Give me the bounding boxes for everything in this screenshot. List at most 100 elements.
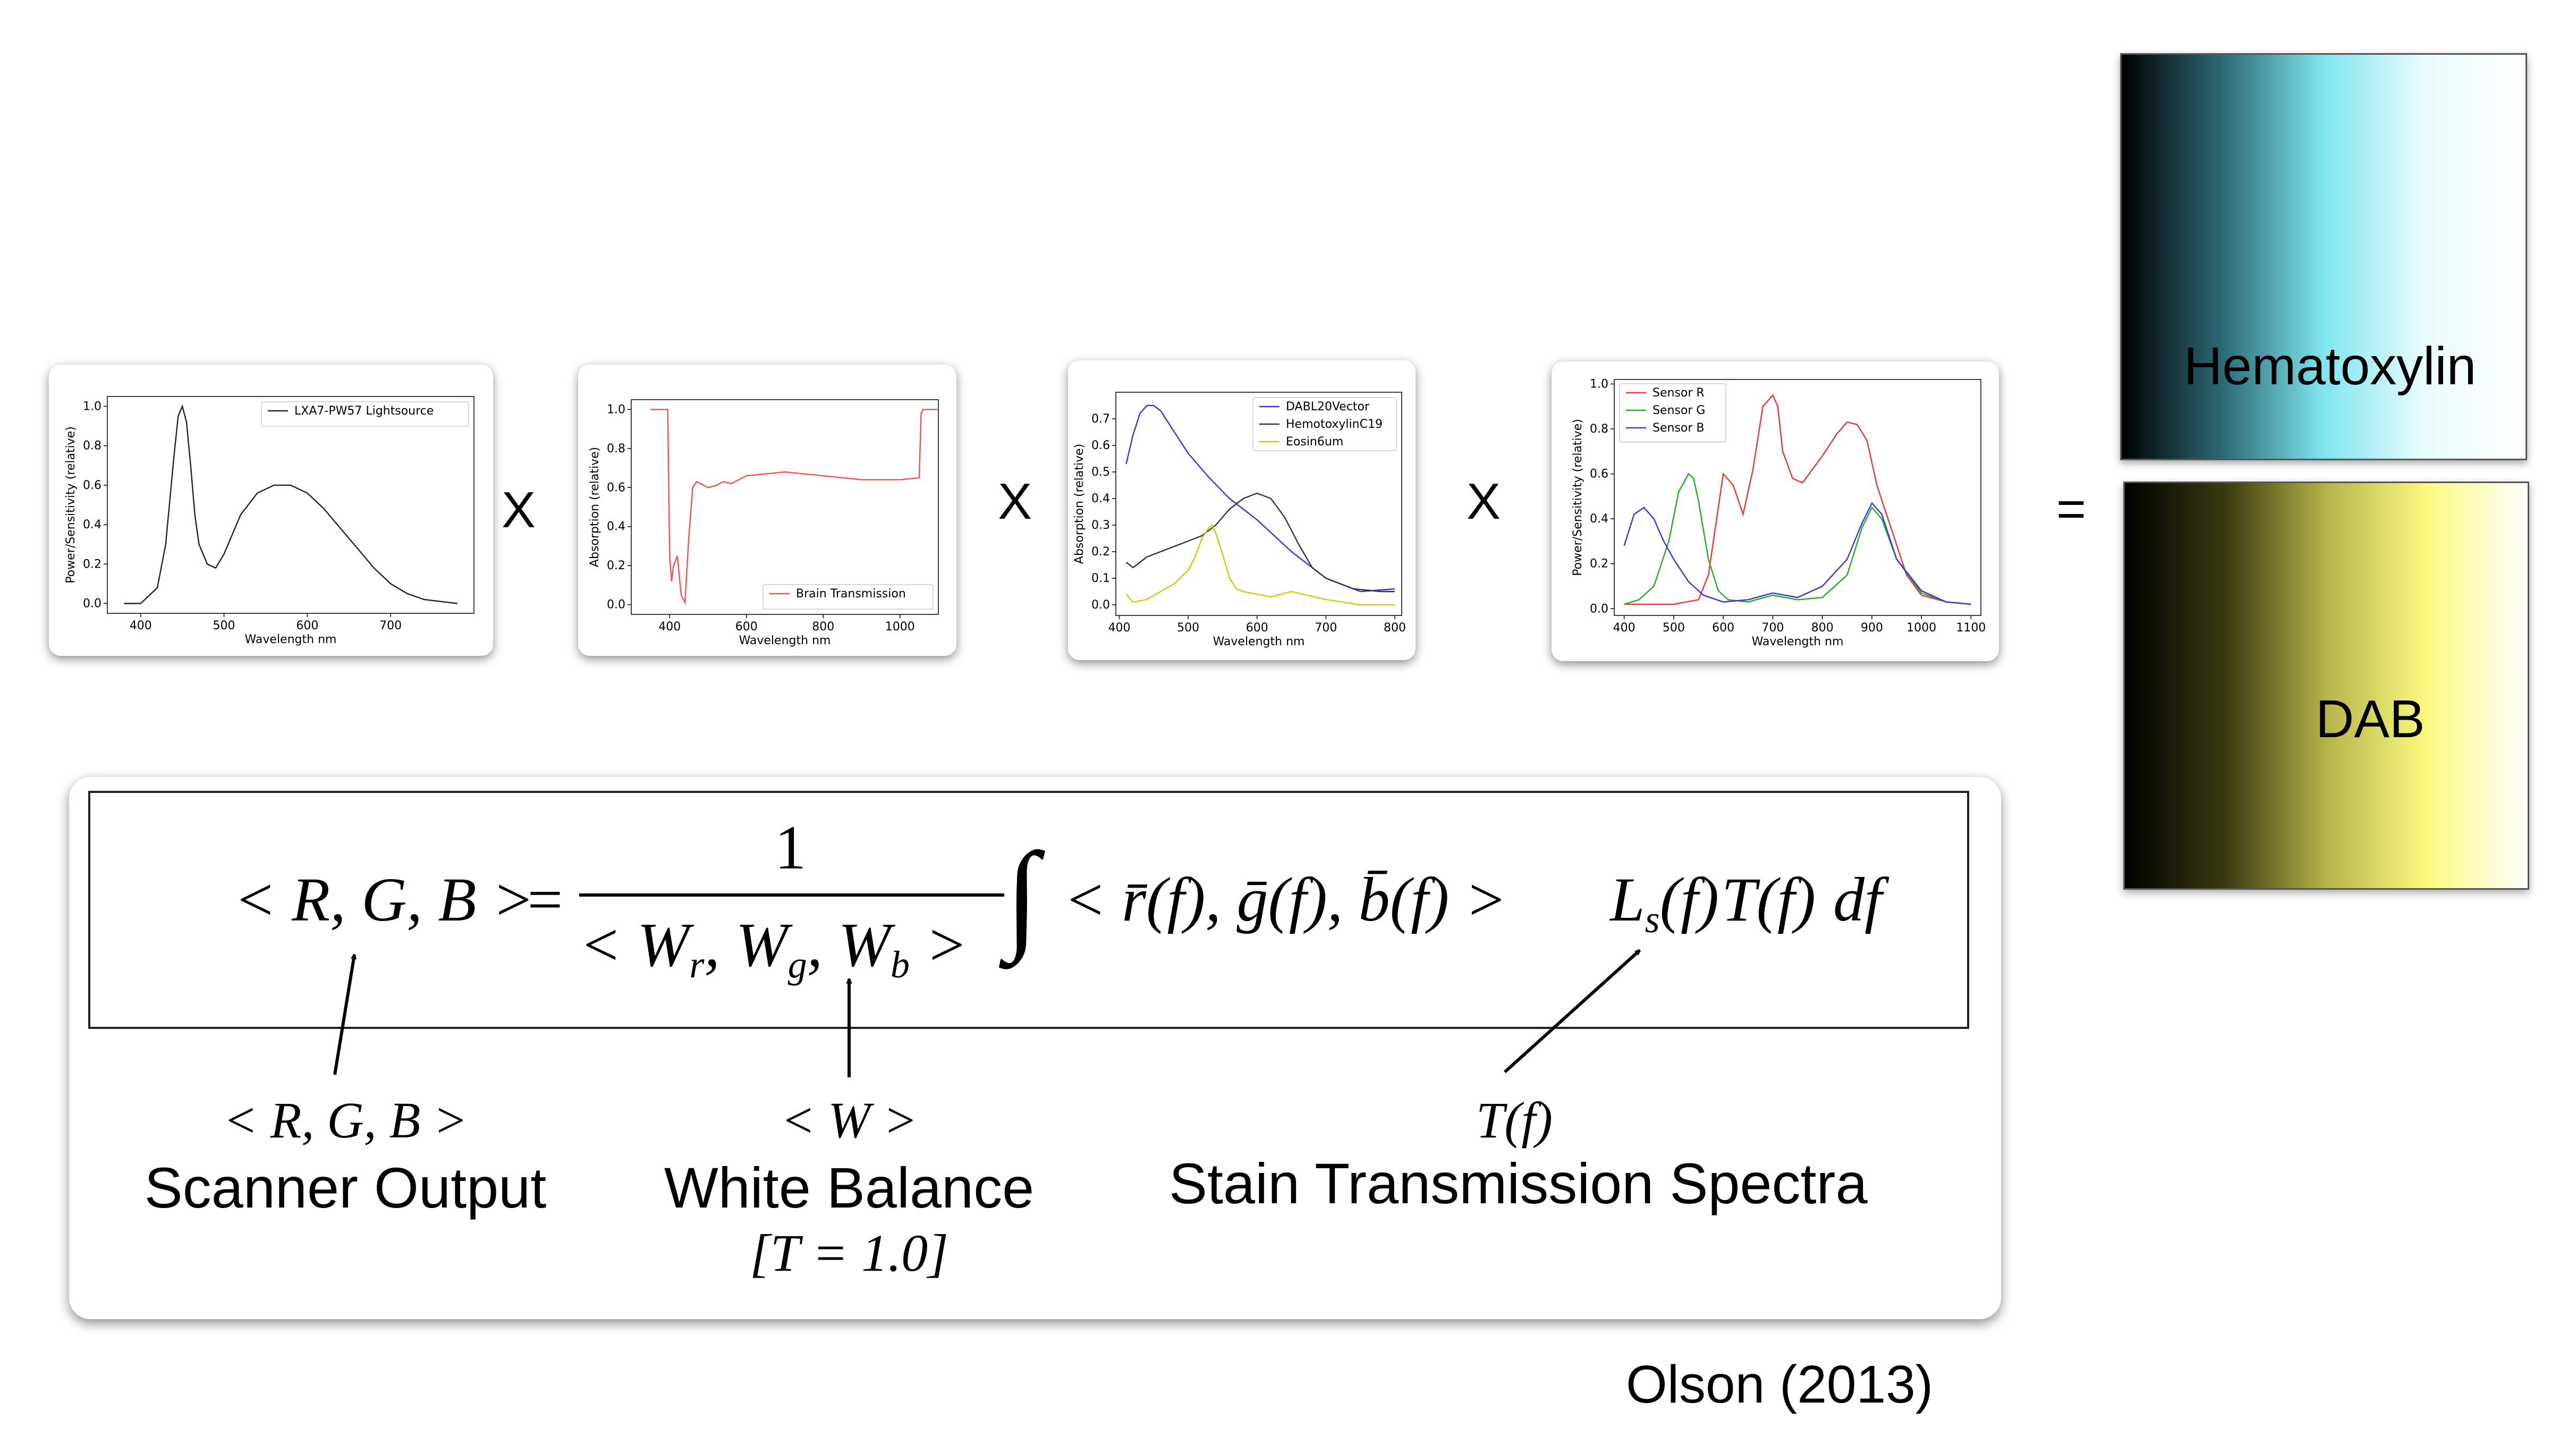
plot-frame: [107, 396, 474, 614]
y-tick-label: 0.8: [607, 442, 625, 455]
y-tick-label: 0.7: [1091, 412, 1110, 426]
y-tick-label: 0.6: [607, 481, 625, 494]
x-tick-label: 400: [1108, 621, 1130, 635]
y-tick-label: 0.4: [1091, 492, 1110, 505]
y-tick-label: 0.6: [83, 479, 101, 492]
multiply-symbol: X: [1467, 473, 1501, 530]
legend-label: LXA7-PW57 Lightsource: [294, 404, 434, 418]
lightsource-spectrum-chart: 400 500 600 700 0.0 0.2 0.4 0.6 0.8 1.0 Wavelength…: [64, 396, 474, 646]
formula-denominator: < Wr, Wg, Wb >: [579, 910, 968, 986]
formula-panel: < R, G, B > = 1 < Wr, Wg, Wb > ∫ < r̄(f)…: [69, 777, 2001, 1319]
series-line: [1125, 492, 1395, 593]
y-tick-label: 0.1: [1091, 572, 1110, 585]
sensor-sensitivity-chart-card: 400 500 600 700 800 900 1000 1100 0.0 0.2 0.4 0.6 0.…: [1552, 361, 1999, 661]
y-tick-label: 0.8: [83, 440, 101, 453]
x-tick-label: 400: [130, 619, 152, 632]
legend-label: Brain Transmission: [796, 587, 906, 601]
x-tick-label: 400: [1613, 621, 1636, 635]
y-tick-label: 1.0: [1590, 377, 1608, 391]
legend-box: [1252, 397, 1397, 451]
y-tick-label: 1.0: [607, 403, 625, 416]
legend-label: DABL20Vector: [1286, 400, 1370, 413]
x-axis-label: Wavelength nm: [1213, 635, 1305, 648]
annotation-rgb-math: < R, G, B >: [223, 1092, 468, 1149]
x-tick-label: 600: [1712, 621, 1734, 635]
y-tick-label: 0.0: [1091, 598, 1110, 612]
annotation-white-balance-math: < W >: [781, 1092, 918, 1149]
x-tick-label: 500: [1663, 621, 1685, 635]
legend-label: HemotoxylinC19: [1286, 418, 1383, 431]
formula-integrand: < r̄(f), ḡ(f), b̄(f) >: [1064, 865, 1507, 934]
multiply-symbol: X: [502, 482, 536, 538]
y-tick-label: 0.8: [1590, 423, 1608, 436]
plot-frame: [631, 399, 939, 615]
equals-symbol: =: [2056, 480, 2087, 537]
hematoxylin-label: Hematoxylin: [2184, 336, 2477, 396]
y-tick-label: 0.6: [1091, 439, 1110, 452]
x-axis-label: Wavelength nm: [1752, 635, 1844, 648]
formula-lhs: < R, G, B >: [234, 865, 535, 934]
dab-label: DAB: [2316, 689, 2425, 749]
x-tick-label: 800: [1811, 621, 1834, 635]
formula-lightsource-term: Ls(f): [1609, 865, 1719, 941]
series-line: [650, 409, 938, 605]
citation: Olson (2013): [1626, 1355, 1934, 1414]
series-line: [1624, 472, 1971, 605]
plot-frame: [1115, 392, 1402, 616]
hematoxylin-color-swatch: [2120, 53, 2527, 460]
y-tick-label: 0.2: [1590, 558, 1608, 571]
series-line: [1125, 524, 1395, 606]
annotation-stain-transmission-spectra: Stain Transmission Spectra: [1169, 1151, 1868, 1215]
x-tick-label: 600: [1246, 621, 1268, 635]
annotation-white-balance-note: [T = 1.0]: [749, 1223, 949, 1282]
y-axis-label: Power/Sensitivity (relative): [1571, 419, 1584, 576]
stain-absorption-chart: 400 500 600 700 800 0.0 0.1 0.2 0.3 0.4 0.5 0.6 0.7 W…: [1073, 392, 1406, 648]
arrow-to-rgb: [333, 955, 354, 1075]
formula-equals: =: [523, 865, 566, 934]
y-tick-label: 0.2: [1091, 545, 1110, 559]
x-tick-label: 600: [735, 620, 758, 634]
y-tick-label: 0.3: [1091, 519, 1110, 532]
legend-box: [261, 401, 469, 427]
y-tick-label: 0.6: [1590, 468, 1608, 481]
x-tick-label: 500: [1177, 621, 1199, 635]
dab-color-swatch: [2123, 482, 2529, 890]
annotation-white-balance: White Balance: [664, 1155, 1035, 1220]
formula-transmission-term: T(f): [1722, 865, 1816, 934]
multiply-symbol: X: [998, 473, 1032, 530]
y-tick-label: 0.4: [607, 520, 625, 534]
formula-numerator: 1: [775, 813, 806, 882]
x-tick-label: 700: [1761, 621, 1784, 635]
legend-label: Sensor B: [1653, 421, 1705, 435]
y-tick-label: 0.4: [1590, 512, 1608, 526]
y-tick-label: 0.0: [83, 597, 101, 610]
x-tick-label: 800: [812, 620, 834, 634]
x-tick-label: 400: [658, 620, 681, 634]
series-line: [124, 404, 457, 604]
x-tick-label: 1000: [1906, 621, 1936, 635]
annotation-transmission-math: T(f): [1476, 1092, 1553, 1149]
arrow-to-transmission: [1503, 949, 1640, 1074]
y-tick-label: 0.4: [83, 518, 101, 531]
legend-label: Eosin6um: [1286, 435, 1343, 449]
x-tick-label: 700: [379, 619, 402, 632]
y-tick-label: 0.2: [83, 558, 101, 571]
legend-box: [762, 584, 934, 610]
x-tick-label: 800: [1384, 621, 1406, 635]
legend-label: Sensor G: [1653, 404, 1705, 417]
x-axis-label: Wavelength nm: [245, 633, 337, 646]
svg-text:< Wr, Wg, Wb >: < Wr, Wg, Wb >: [579, 910, 968, 986]
x-tick-label: 1100: [1956, 621, 1986, 635]
annotation-scanner-output: Scanner Output: [144, 1155, 547, 1220]
y-tick-label: 1.0: [83, 400, 101, 413]
lightsource-chart-card: 400 500 600 700 0.0 0.2 0.4 0.6 0.8 1.0 Wavelength…: [49, 365, 493, 656]
y-axis-label: Power/Sensitivity (relative): [64, 426, 78, 584]
x-tick-label: 700: [1315, 621, 1337, 635]
rgb-integral-equation: < R, G, B > = 1 < Wr, Wg, Wb > ∫ < r̄(f)…: [234, 813, 1889, 1077]
x-tick-label: 1000: [885, 620, 915, 634]
y-tick-label: 0.0: [607, 598, 625, 612]
y-tick-label: 0.0: [1590, 602, 1608, 615]
y-axis-label: Absorption (relative): [588, 447, 601, 567]
x-tick-label: 600: [296, 619, 318, 632]
brain-transmission-chart: 400 600 800 1000 0.0 0.2 0.4 0.6 0.8 1.0 Wavelengt…: [588, 399, 939, 647]
